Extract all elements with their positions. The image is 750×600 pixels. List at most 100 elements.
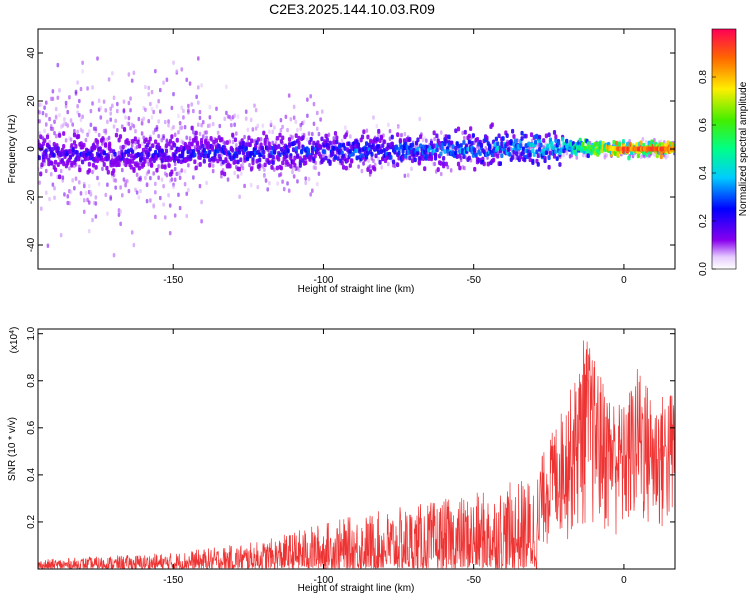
spectrogram-cell [125, 179, 129, 184]
spectrogram-cell [198, 131, 202, 137]
spectrogram-cell [81, 159, 85, 165]
spectrogram-cell [552, 130, 557, 135]
spectrogram-cell [94, 214, 98, 219]
spectrogram-cell [149, 101, 152, 107]
spectrogram-cell [485, 135, 489, 141]
spectrogram-cell [114, 178, 117, 183]
spectrogram-cell [76, 134, 81, 139]
spectrogram-y-ticks: -40 -20 0 20 40 [26, 47, 675, 252]
spectrogram-cell [91, 85, 94, 90]
spectrogram-cell [201, 143, 205, 149]
spectrogram-cell [44, 190, 48, 195]
spectrogram-cell [268, 181, 271, 186]
spectrogram-cell [538, 146, 542, 152]
spectrogram-cell [46, 243, 50, 248]
spectrogram-cell [254, 108, 258, 113]
spectrogram-cell [106, 155, 110, 161]
spectrogram-cell [565, 138, 569, 144]
spectrogram-cell [279, 128, 283, 133]
spectrogram-cell [131, 149, 135, 155]
spectrogram-cell [52, 141, 56, 147]
spectrogram-cell [134, 140, 137, 145]
spectrogram-cell [205, 130, 208, 135]
spectrogram-cell [236, 159, 240, 165]
spectrogram-cell [78, 98, 81, 104]
spectrogram-cell [193, 152, 197, 158]
spectrogram-cell [556, 140, 561, 146]
spectrogram-cell [461, 130, 465, 136]
spectrogram-cell [164, 148, 169, 154]
spectrogram-cell [107, 135, 111, 141]
spectrogram-cell [154, 214, 157, 220]
spectrogram-cell [228, 163, 232, 169]
spectrogram-cell [332, 136, 336, 141]
spectrogram-cell [212, 139, 216, 145]
spectrogram-cell [86, 86, 89, 91]
spectrogram-cell [421, 144, 425, 150]
spectrogram-cell [64, 100, 68, 106]
spectrogram-cell [497, 133, 501, 139]
spectrogram-cell [156, 152, 160, 158]
spectrogram-cell [310, 145, 315, 151]
spectrogram-cell [253, 103, 256, 108]
spectrogram-cell [99, 105, 103, 111]
spectrogram-cell [432, 130, 436, 136]
spectrogram-cell [117, 162, 121, 168]
snr-y-scale-note: (x104) [9, 327, 20, 354]
spectrogram-cell [87, 200, 91, 205]
spectrogram-cell [486, 161, 490, 167]
spectrogram-cell [332, 139, 336, 145]
spectrogram-cell [256, 137, 260, 142]
spectrogram-cell [451, 144, 455, 150]
spectrogram-cell [655, 153, 659, 159]
spectrogram-cell [286, 181, 289, 186]
spectrogram-cell [108, 143, 112, 149]
spectrogram-cell [307, 176, 311, 182]
spectrogram-cell [501, 136, 505, 141]
spectrogram-cell [245, 156, 250, 162]
spectrogram-cell [449, 168, 453, 173]
spectrogram-cell [475, 137, 480, 142]
colorbar: 0.0 0.2 0.4 0.6 0.8 Normalized spectral ampl… [698, 28, 749, 276]
spectrogram-cell [71, 147, 75, 153]
spectrogram-cell [433, 161, 436, 167]
spectrogram-cell [187, 103, 190, 109]
spectrogram-cell [444, 134, 448, 140]
spectrogram-cell [251, 160, 255, 166]
spectrogram-cell [144, 84, 147, 90]
spectrogram-cell [220, 170, 224, 176]
spectrogram-cell [44, 100, 48, 105]
spectrogram-cell [209, 135, 213, 141]
spectrogram-cell [478, 151, 482, 157]
spectrogram-cell [218, 123, 222, 129]
spectrogram-cell [127, 100, 131, 106]
spectrogram-cell [192, 175, 195, 180]
spectrogram-cell [379, 134, 384, 140]
spectrogram-cell [320, 109, 324, 114]
spectrogram-cell [406, 150, 411, 156]
spectrogram-cell [392, 159, 396, 165]
spectrogram-cell [38, 180, 41, 185]
spectrogram-cell [301, 135, 305, 141]
spectrogram-cell [216, 158, 220, 164]
spectrogram-cell [51, 89, 55, 94]
spectrogram-cell [70, 162, 74, 168]
x-tick-label: -50 [466, 575, 481, 586]
spectrogram-cell [180, 125, 184, 130]
spectrogram-cell [463, 165, 466, 171]
spectrogram-cell [91, 101, 94, 106]
spectrogram-cell [259, 137, 263, 142]
spectrogram-cell [155, 104, 159, 109]
spectrogram-cell [436, 167, 440, 172]
spectrogram-cell [162, 135, 165, 141]
spectrogram-cell [89, 122, 93, 128]
spectrogram-cell [144, 107, 147, 113]
spectrogram-cell [128, 158, 132, 164]
spectrogram-cell [147, 85, 151, 91]
spectrogram-cell [127, 188, 131, 194]
spectrogram-cell [548, 150, 553, 156]
spectrogram-cell [39, 134, 43, 140]
spectrogram-cell [311, 131, 314, 137]
spectrogram-cell [284, 114, 288, 120]
spectrogram-cell [135, 144, 139, 150]
